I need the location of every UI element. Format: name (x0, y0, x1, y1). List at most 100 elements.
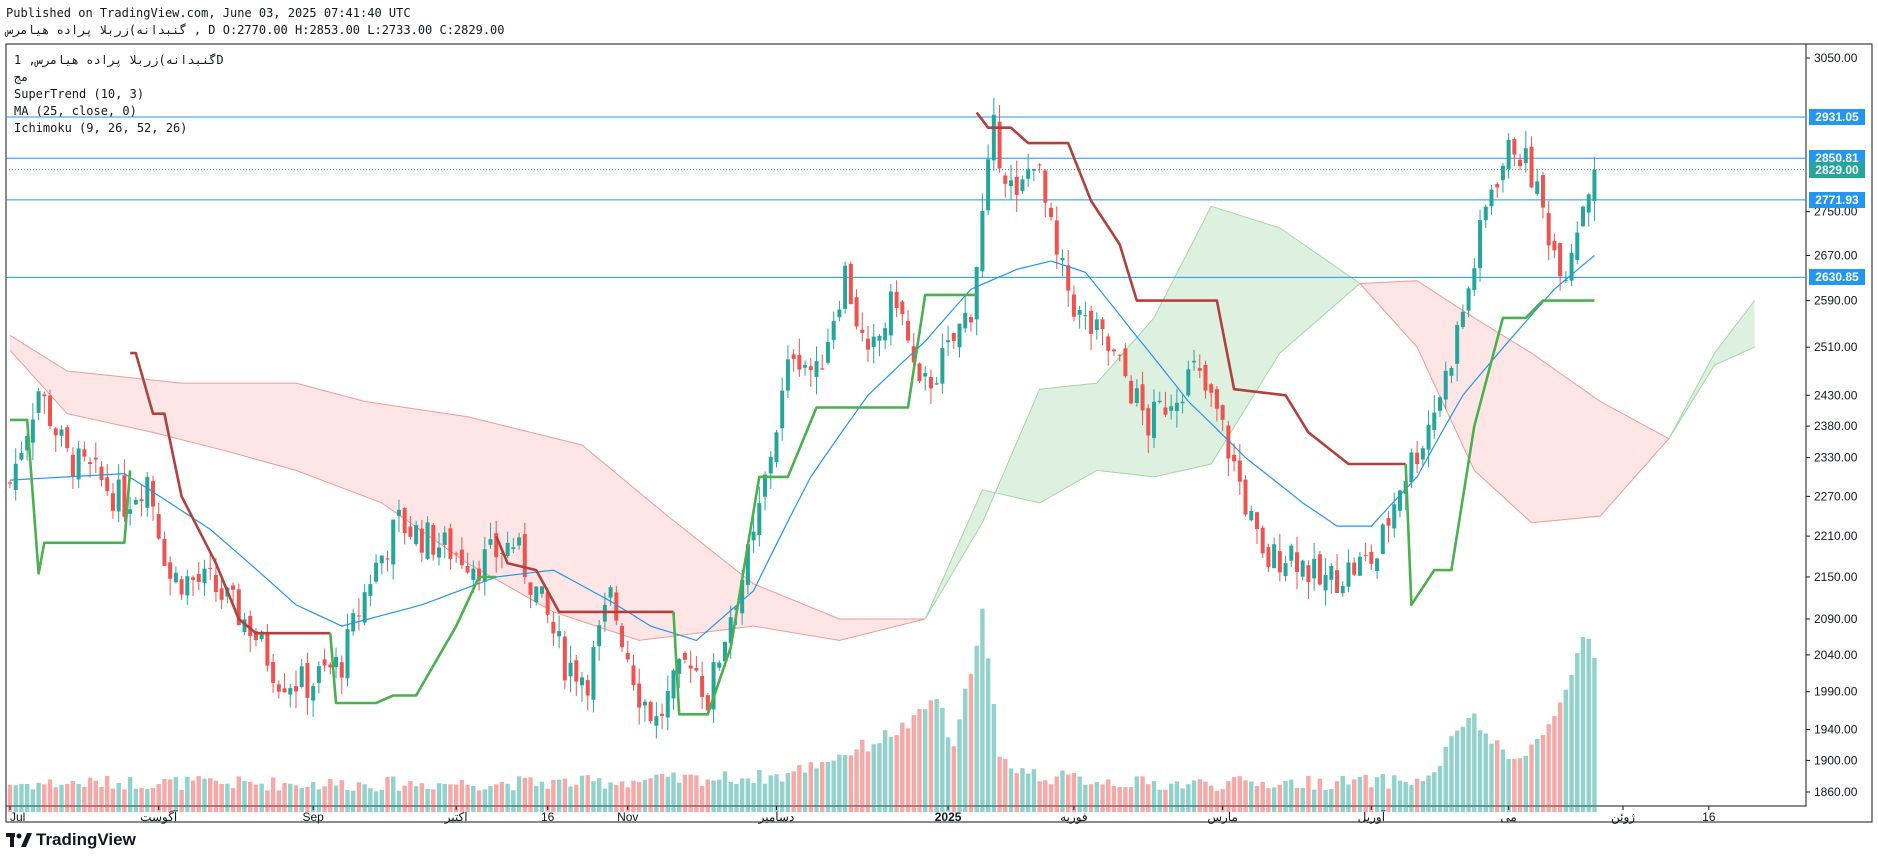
volume-bar (185, 776, 190, 813)
candle-body (557, 631, 562, 637)
candle-body (831, 321, 836, 341)
x-tick-label: اکتبر (444, 810, 468, 824)
candle-body (488, 539, 493, 545)
x-tick-label: Sep (302, 810, 324, 824)
volume-bar (1277, 784, 1283, 813)
candle-body (1392, 504, 1397, 529)
volume-bar (1340, 775, 1345, 813)
supertrend-down-segment (975, 111, 1406, 466)
volume-bar (236, 776, 241, 813)
legend-ichimoku[interactable]: Ichimoku (9, 26, 52, 26) (14, 121, 188, 135)
volume-bar (705, 779, 711, 813)
candle-body (1134, 388, 1139, 403)
volume-bar (985, 658, 991, 813)
candle-body (1226, 425, 1231, 459)
candle-body (219, 588, 224, 600)
candle-body (191, 577, 196, 580)
candle-body (585, 680, 590, 696)
candle-body (1283, 563, 1288, 577)
supertrend-up-segment (329, 575, 497, 705)
candle-body (499, 552, 504, 554)
candle-body (1094, 319, 1099, 330)
candle-body (1506, 139, 1511, 170)
volume-bar (945, 737, 951, 813)
y-tick-label: 2380.00 (1814, 419, 1858, 433)
candle-body (539, 586, 544, 594)
supertrend-down-segment (130, 351, 331, 635)
ichimoku-cloud-bull-2-top (1668, 300, 1755, 439)
candle-body (997, 121, 1002, 169)
volume-bar (1352, 779, 1357, 813)
candle-body (1163, 407, 1168, 415)
y-tick-label: 1860.00 (1814, 785, 1858, 799)
volume-bar (1146, 784, 1151, 813)
volume-bar (316, 789, 322, 813)
candle-body (345, 629, 350, 679)
candle-body (1243, 479, 1248, 515)
candle-body (202, 568, 207, 584)
volume-bar (167, 779, 173, 813)
ichimoku-cloud-bull-bottom (924, 283, 1361, 620)
volume-bar (1392, 775, 1397, 813)
volume-bar (974, 645, 979, 813)
volume-bar (534, 785, 539, 813)
ichimoku-cloud-bear-2-top (1359, 280, 1670, 440)
candle-body (425, 522, 430, 559)
price-line-label: 2931.05 (1809, 109, 1865, 126)
candle-body (1397, 490, 1402, 511)
candle-body (30, 419, 35, 443)
candle-body (1352, 562, 1357, 575)
candle-body (156, 514, 161, 539)
volume-bar (602, 788, 608, 813)
volume-bar (305, 787, 310, 813)
candle-body (883, 328, 888, 341)
volume-bar (150, 788, 156, 813)
volume-bar (65, 783, 70, 813)
ichimoku-cloud-bear-2 (1359, 280, 1669, 523)
legend-supertrend[interactable]: SuperTrend (10, 3) (14, 87, 145, 101)
candle-body (391, 519, 396, 565)
candle-body (110, 493, 115, 511)
volume-bar (1386, 788, 1391, 813)
volume-bar (682, 774, 688, 813)
volume-bar (1111, 786, 1117, 813)
candle-body (1472, 268, 1477, 290)
volume-bar (791, 771, 796, 813)
candle-body (1060, 258, 1065, 261)
volume-bar (1323, 789, 1328, 813)
candle-body (980, 210, 985, 272)
volume-bar (379, 789, 384, 813)
volume-bar (894, 735, 899, 813)
volume-bar (671, 772, 676, 813)
volume-bar (413, 786, 419, 813)
volume-bar (362, 784, 367, 813)
volume-bar (934, 699, 939, 813)
volume-bar (1020, 768, 1025, 813)
candle-body (1214, 389, 1219, 409)
legend-ma[interactable]: MA (25, close, 0) (14, 104, 137, 118)
volume-bar (1025, 773, 1031, 813)
volume-bar (494, 784, 499, 813)
candle-body (1289, 545, 1294, 561)
volume-bar (1214, 790, 1220, 813)
ma-line (9, 255, 1595, 642)
candle-body (328, 664, 333, 668)
candle-body (808, 366, 813, 370)
candle-body (803, 364, 808, 368)
candle-body (1266, 547, 1271, 568)
volume-bar (328, 779, 333, 813)
candle-body (1380, 524, 1385, 554)
candle-body (528, 582, 533, 595)
candle-body (1535, 181, 1540, 194)
volume-bar (345, 790, 350, 813)
candle-body (1386, 518, 1391, 526)
volume-bar (190, 780, 196, 813)
candle-body (580, 677, 584, 686)
candle-body (1100, 319, 1105, 330)
volume-bar (539, 781, 545, 813)
candle-body (1014, 176, 1019, 195)
volume-bar (1329, 789, 1334, 813)
ichimoku-cloud-bear-1-bottom (9, 349, 926, 641)
volume-bar (820, 761, 825, 813)
